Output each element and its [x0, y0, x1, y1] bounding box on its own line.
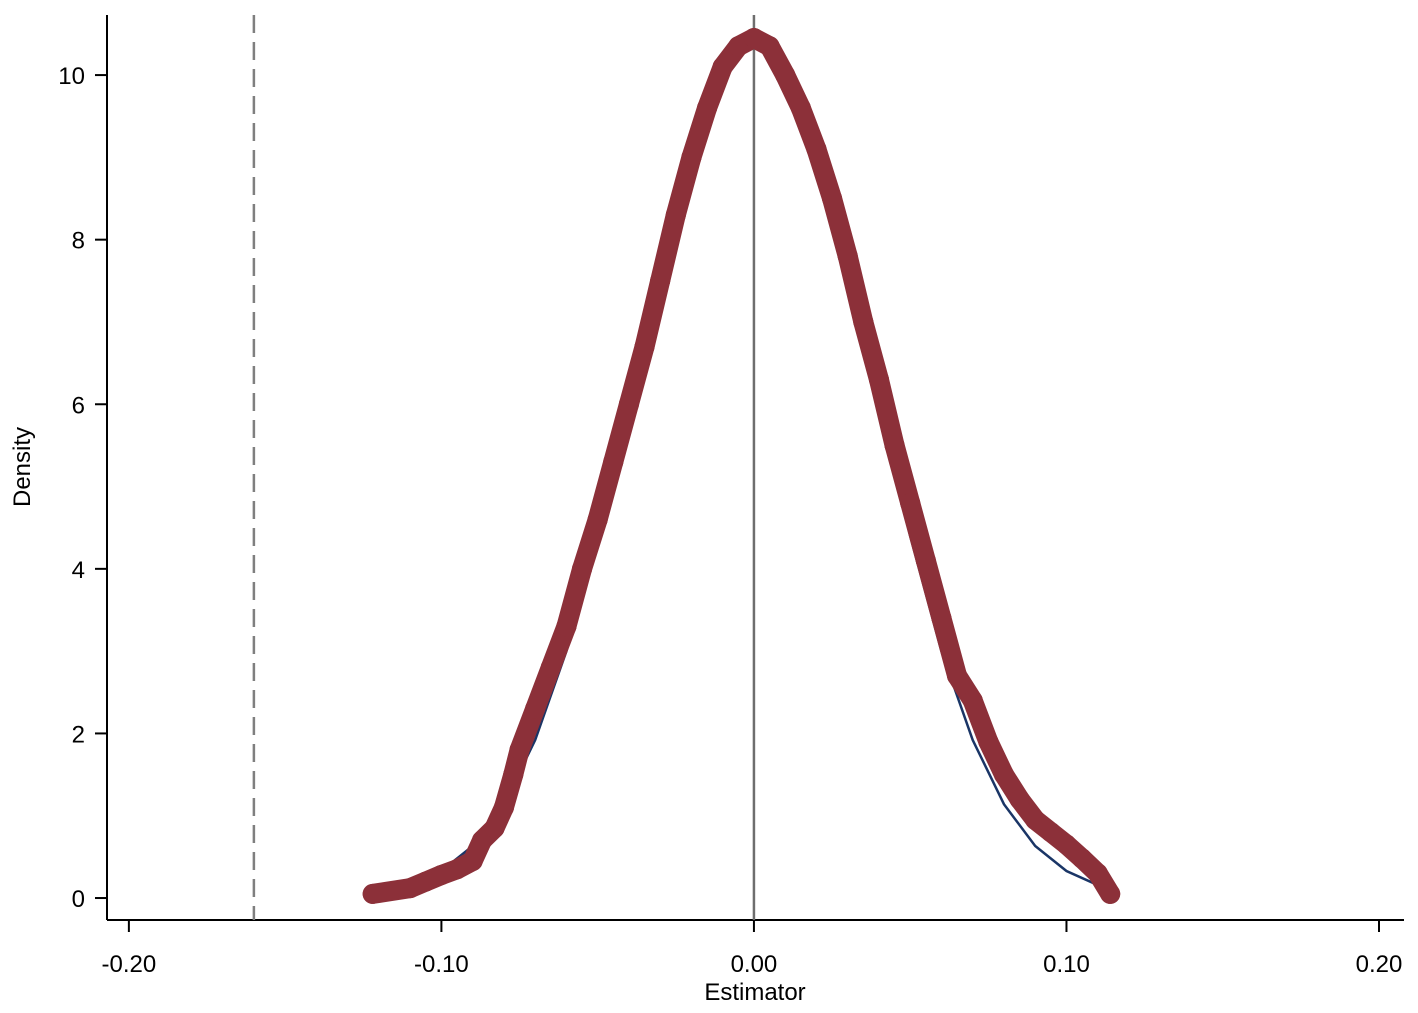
- point-link: [837, 246, 874, 332]
- y-axis-label: Density: [9, 427, 36, 507]
- point-link: [1087, 863, 1121, 904]
- x-tick-label: 0.20: [1356, 951, 1403, 978]
- y-tick-label: 8: [72, 228, 85, 255]
- y-tick-label: 6: [72, 392, 85, 419]
- x-axis-label: Estimator: [704, 979, 805, 1006]
- y-tick-label: 2: [72, 721, 85, 748]
- x-tick-label: -0.10: [414, 951, 469, 978]
- y-tick-label: 0: [72, 886, 85, 913]
- y-tick-label: 4: [72, 557, 85, 584]
- x-tick-label: 0.10: [1043, 951, 1090, 978]
- point-link: [650, 204, 686, 291]
- y-tick-label: 10: [58, 63, 85, 90]
- x-tick-label: 0.00: [731, 951, 778, 978]
- x-tick-label: -0.20: [102, 951, 157, 978]
- point-link: [634, 270, 671, 357]
- point-link: [868, 369, 905, 456]
